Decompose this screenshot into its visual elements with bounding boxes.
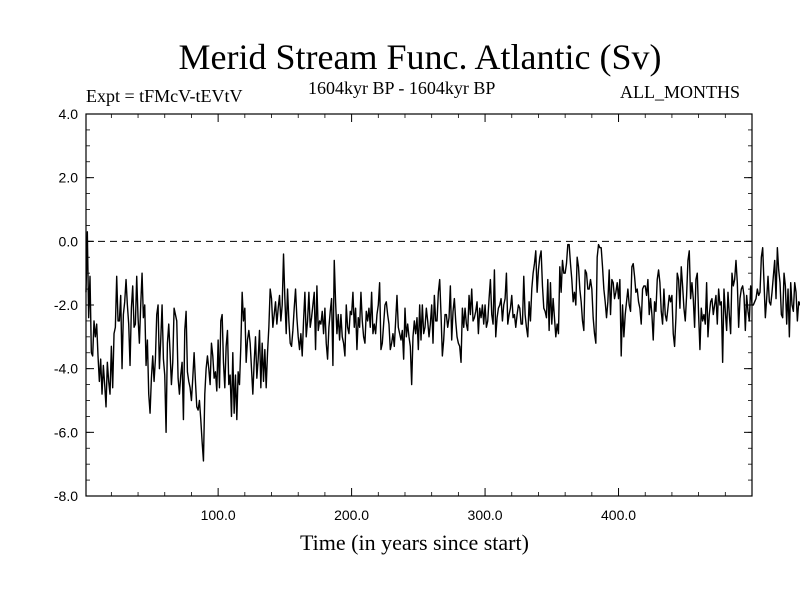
plot-area: 4.0 2.0 0.0 -2.0 -4.0 -6.0 -8.0 100.0 200.0 300.0… (54, 106, 800, 523)
x-tick-label: 300.0 (468, 507, 503, 523)
y-tick-label: 2.0 (59, 170, 79, 186)
y-tick-label: -2.0 (54, 297, 78, 313)
y-tick-label: -6.0 (54, 424, 78, 440)
chart-title: Merid Stream Func. Atlantic (Sv) (178, 37, 662, 77)
y-tick-label: -4.0 (54, 361, 78, 377)
y-tick-label: -8.0 (54, 488, 78, 504)
x-tick-label: 200.0 (334, 507, 369, 523)
series-line (85, 231, 800, 462)
experiment-label: Expt = tFMcV-tEVtV (86, 86, 243, 106)
y-tick-label: 0.0 (59, 233, 79, 249)
x-tick-label: 400.0 (601, 507, 636, 523)
x-tick-label: 100.0 (201, 507, 236, 523)
period-label: 1604kyr BP - 1604kyr BP (308, 78, 496, 98)
x-axis-label: Time (in years since start) (300, 530, 529, 555)
months-label: ALL_MONTHS (620, 82, 740, 102)
y-tick-label: 4.0 (59, 106, 79, 122)
